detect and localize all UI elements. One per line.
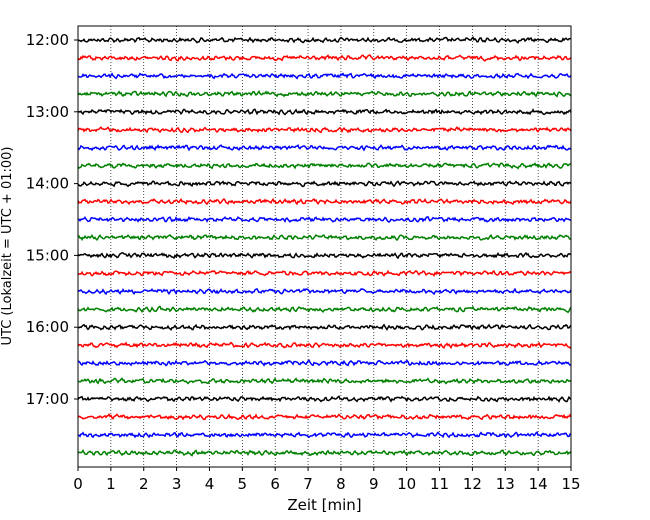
trace-line (77, 180, 572, 188)
trace-line (77, 305, 572, 314)
x-tick-label: 14 (529, 475, 548, 493)
x-tick-label: 15 (561, 475, 580, 493)
trace-line (77, 197, 572, 206)
trace-line (77, 323, 572, 332)
x-tick-label: 9 (369, 475, 379, 493)
trace-line (77, 395, 572, 403)
trace-line (77, 108, 572, 116)
trace-line (77, 413, 572, 421)
y-tick-label: 13:00 (26, 103, 69, 121)
trace-line (77, 215, 572, 224)
y-axis-title: UTC (Lokalzeit = UTC + 01:00) (0, 147, 15, 346)
x-axis-ticks: 0 1 2 3 4 5 6 7 8 9 10 11 12 13 14 15 (73, 467, 581, 493)
trace-line (77, 287, 572, 296)
trace-line (77, 126, 572, 134)
trace-line (77, 449, 572, 457)
y-tick-label: 12:00 (26, 31, 69, 49)
y-tick-label: 16:00 (26, 318, 69, 336)
x-axis-title: Zeit [min] (287, 496, 361, 514)
x-tick-label: 6 (270, 475, 280, 493)
y-tick-label: 17:00 (26, 390, 69, 408)
y-tick-label: 15:00 (26, 246, 69, 264)
plot-frame (77, 25, 572, 468)
x-tick-label: 3 (172, 475, 182, 493)
trace-line (77, 377, 572, 385)
trace-line (77, 36, 572, 44)
x-tick-label: 1 (106, 475, 116, 493)
trace-line (77, 72, 572, 80)
x-tick-label: 4 (205, 475, 215, 493)
x-tick-label: 2 (139, 475, 149, 493)
trace-line (77, 431, 572, 439)
x-tick-label: 8 (336, 475, 346, 493)
trace-line (77, 251, 572, 260)
x-tick-label: 12 (463, 475, 482, 493)
trace-line (77, 341, 572, 350)
trace-line (77, 162, 572, 170)
trace-line (77, 359, 572, 367)
trace-line (77, 233, 572, 242)
x-tick-label: 10 (397, 475, 416, 493)
x-tick-label: 0 (73, 475, 83, 493)
trace-line (77, 54, 572, 62)
seismic-traces (77, 36, 572, 457)
trace-line (77, 144, 572, 152)
y-tick-label: 14:00 (26, 175, 69, 193)
x-tick-label: 13 (496, 475, 515, 493)
trace-line (77, 269, 572, 277)
x-tick-label: 5 (238, 475, 248, 493)
x-tick-label: 7 (303, 475, 313, 493)
trace-line (77, 89, 572, 98)
y-axis-ticks: 12:00 13:00 14:00 15:00 16:00 17:00 (26, 31, 78, 408)
x-tick-label: 11 (430, 475, 449, 493)
